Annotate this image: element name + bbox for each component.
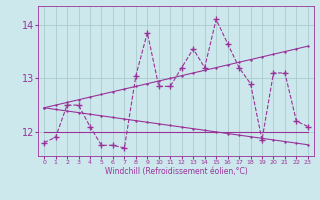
X-axis label: Windchill (Refroidissement éolien,°C): Windchill (Refroidissement éolien,°C)	[105, 167, 247, 176]
